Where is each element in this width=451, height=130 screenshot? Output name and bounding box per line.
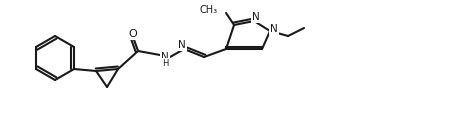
Text: N: N <box>270 24 277 34</box>
Text: N: N <box>252 12 259 22</box>
Text: H: H <box>161 58 168 67</box>
Text: CH₃: CH₃ <box>199 5 217 15</box>
Text: N: N <box>161 52 169 62</box>
Text: N: N <box>178 40 185 50</box>
Text: O: O <box>129 29 137 39</box>
